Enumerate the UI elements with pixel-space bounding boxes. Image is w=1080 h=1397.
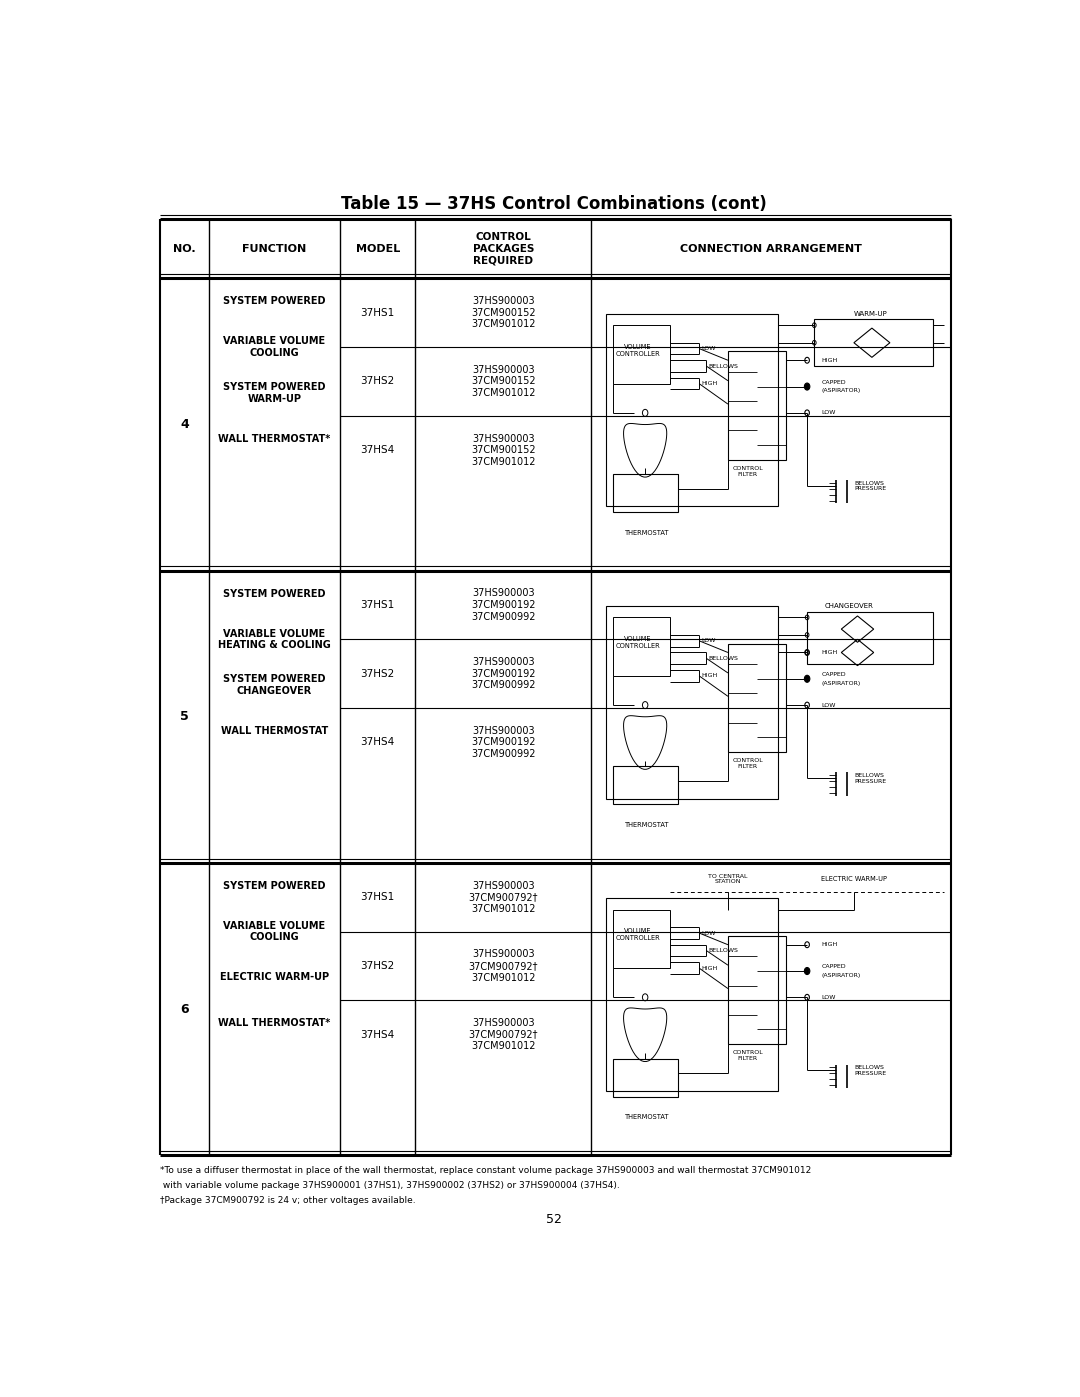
- Text: 37HS1: 37HS1: [361, 599, 395, 610]
- Bar: [728, 352, 785, 460]
- Bar: [612, 617, 671, 676]
- Text: 37HS900003
37CM900192
37CM900992: 37HS900003 37CM900192 37CM900992: [471, 588, 536, 622]
- Text: VOLUME
CONTROLLER: VOLUME CONTROLLER: [616, 928, 660, 942]
- Text: MODEL: MODEL: [355, 244, 400, 254]
- Text: 37HS1: 37HS1: [361, 893, 395, 902]
- Text: 37HS900003
37CM900152
37CM901012: 37HS900003 37CM900152 37CM901012: [471, 296, 536, 330]
- Text: (ASPIRATOR): (ASPIRATOR): [822, 388, 861, 394]
- Text: 6: 6: [180, 1003, 189, 1016]
- Text: LOW: LOW: [701, 930, 715, 936]
- Text: BELLOWS: BELLOWS: [708, 363, 738, 369]
- Text: HIGH: HIGH: [701, 965, 717, 971]
- Text: 37HS900003
37CM900792†
37CM901012: 37HS900003 37CM900792† 37CM901012: [469, 950, 538, 982]
- Text: SYSTEM POWERED
WARM-UP: SYSTEM POWERED WARM-UP: [224, 383, 325, 404]
- Text: 4: 4: [180, 418, 189, 432]
- Circle shape: [805, 968, 810, 975]
- Text: 37HS900003
37CM900792†
37CM901012: 37HS900003 37CM900792† 37CM901012: [469, 880, 538, 914]
- Text: 37HS900003
37CM900152
37CM901012: 37HS900003 37CM900152 37CM901012: [471, 433, 536, 467]
- Bar: [606, 898, 779, 1091]
- Text: SYSTEM POWERED: SYSTEM POWERED: [224, 296, 325, 306]
- Text: (ASPIRATOR): (ASPIRATOR): [822, 972, 861, 978]
- Text: 37HS900003
37CM900192
37CM900992: 37HS900003 37CM900192 37CM900992: [471, 726, 536, 759]
- Bar: [612, 1059, 677, 1097]
- Text: HIGH: HIGH: [822, 358, 838, 363]
- Text: FUNCTION: FUNCTION: [242, 244, 307, 254]
- Text: 5: 5: [180, 710, 189, 724]
- Text: †Package 37CM900792 is 24 v; other voltages available.: †Package 37CM900792 is 24 v; other volta…: [160, 1196, 416, 1206]
- Text: 37HS4: 37HS4: [361, 1030, 395, 1039]
- Text: (ASPIRATOR): (ASPIRATOR): [822, 680, 861, 686]
- Text: CONTROL
FILTER: CONTROL FILTER: [732, 1051, 764, 1062]
- Text: LOW: LOW: [822, 995, 836, 1000]
- Text: VARIABLE VOLUME
COOLING: VARIABLE VOLUME COOLING: [224, 921, 325, 943]
- Text: SYSTEM POWERED
CHANGEOVER: SYSTEM POWERED CHANGEOVER: [224, 675, 325, 696]
- Text: VOLUME
CONTROLLER: VOLUME CONTROLLER: [616, 636, 660, 648]
- Bar: [807, 612, 933, 664]
- Text: CONTROL
FILTER: CONTROL FILTER: [732, 467, 764, 476]
- Text: THERMOSTAT: THERMOSTAT: [624, 1115, 670, 1120]
- Text: 37HS1: 37HS1: [361, 307, 395, 317]
- Text: THERMOSTAT: THERMOSTAT: [624, 821, 670, 828]
- Text: THERMOSTAT: THERMOSTAT: [624, 529, 670, 535]
- Text: HIGH: HIGH: [822, 650, 838, 655]
- Text: CONNECTION ARRANGEMENT: CONNECTION ARRANGEMENT: [680, 244, 862, 254]
- Text: Table 15 — 37HS Control Combinations (cont): Table 15 — 37HS Control Combinations (co…: [340, 194, 767, 212]
- Text: NO.: NO.: [173, 244, 195, 254]
- Text: 37HS900003
37CM900192
37CM900992: 37HS900003 37CM900192 37CM900992: [471, 657, 536, 690]
- Bar: [612, 909, 671, 968]
- Bar: [814, 320, 933, 366]
- Bar: [606, 606, 779, 799]
- Text: 37HS2: 37HS2: [361, 669, 395, 679]
- Text: BELLOWS
PRESSURE: BELLOWS PRESSURE: [854, 1065, 886, 1076]
- Text: CONTROL
FILTER: CONTROL FILTER: [732, 759, 764, 768]
- Text: BELLOWS: BELLOWS: [708, 655, 738, 661]
- Text: CONTROL
PACKAGES
REQUIRED: CONTROL PACKAGES REQUIRED: [473, 232, 534, 265]
- Bar: [612, 767, 677, 805]
- Text: ELECTRIC WARM-UP: ELECTRIC WARM-UP: [821, 876, 887, 882]
- Text: BELLOWS
PRESSURE: BELLOWS PRESSURE: [854, 481, 886, 492]
- Text: WALL THERMOSTAT: WALL THERMOSTAT: [220, 726, 328, 736]
- Circle shape: [805, 383, 810, 390]
- Text: 37HS900003
37CM900152
37CM901012: 37HS900003 37CM900152 37CM901012: [471, 365, 536, 398]
- Text: ELECTRIC WARM-UP: ELECTRIC WARM-UP: [220, 972, 329, 982]
- Bar: [728, 644, 785, 752]
- Text: BELLOWS
PRESSURE: BELLOWS PRESSURE: [854, 773, 886, 784]
- Text: LOW: LOW: [701, 638, 715, 643]
- Text: CAPPED: CAPPED: [822, 380, 846, 384]
- Text: HIGH: HIGH: [701, 673, 717, 679]
- Bar: [606, 313, 779, 506]
- Text: 37HS2: 37HS2: [361, 376, 395, 387]
- Text: *To use a diffuser thermostat in place of the wall thermostat, replace constant : *To use a diffuser thermostat in place o…: [160, 1166, 811, 1175]
- Text: CAPPED: CAPPED: [822, 672, 846, 678]
- Text: 37HS2: 37HS2: [361, 961, 395, 971]
- Bar: [612, 474, 677, 513]
- Text: LOW: LOW: [822, 411, 836, 415]
- Text: CHANGEOVER: CHANGEOVER: [825, 602, 874, 609]
- Bar: [612, 326, 671, 384]
- Text: LOW: LOW: [701, 346, 715, 351]
- Circle shape: [805, 675, 810, 682]
- Text: SYSTEM POWERED: SYSTEM POWERED: [224, 588, 325, 598]
- Text: 37HS4: 37HS4: [361, 446, 395, 455]
- Text: WARM-UP: WARM-UP: [854, 310, 888, 317]
- Text: 37HS900003
37CM900792†
37CM901012: 37HS900003 37CM900792† 37CM901012: [469, 1018, 538, 1051]
- Text: LOW: LOW: [822, 703, 836, 708]
- Text: CAPPED: CAPPED: [822, 964, 846, 970]
- Text: VOLUME
CONTROLLER: VOLUME CONTROLLER: [616, 344, 660, 356]
- Text: VARIABLE VOLUME
COOLING: VARIABLE VOLUME COOLING: [224, 337, 325, 358]
- Text: WALL THERMOSTAT*: WALL THERMOSTAT*: [218, 433, 330, 444]
- Text: 52: 52: [545, 1213, 562, 1227]
- Text: WALL THERMOSTAT*: WALL THERMOSTAT*: [218, 1018, 330, 1028]
- Text: VARIABLE VOLUME
HEATING & COOLING: VARIABLE VOLUME HEATING & COOLING: [218, 629, 330, 650]
- Bar: [728, 936, 785, 1044]
- Text: TO CENTRAL
STATION: TO CENTRAL STATION: [708, 873, 747, 884]
- Text: HIGH: HIGH: [822, 942, 838, 947]
- Text: HIGH: HIGH: [701, 381, 717, 386]
- Text: SYSTEM POWERED: SYSTEM POWERED: [224, 880, 325, 891]
- Text: 37HS4: 37HS4: [361, 738, 395, 747]
- Text: with variable volume package 37HS900001 (37HS1), 37HS900002 (37HS2) or 37HS90000: with variable volume package 37HS900001 …: [160, 1180, 620, 1190]
- Text: BELLOWS: BELLOWS: [708, 949, 738, 953]
